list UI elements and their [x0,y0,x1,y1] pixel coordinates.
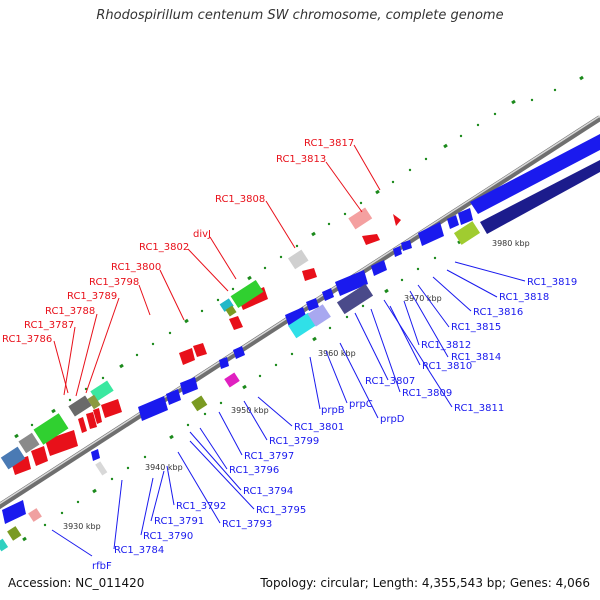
gene-label: prpD [380,414,405,425]
gene-label: RC1_3811 [454,403,504,414]
cyan-feature [288,312,317,339]
gene-label: RC1_3787 [24,320,74,331]
gene-label: RC1_3790 [143,531,193,542]
accession-text: Accession: NC_011420 [8,576,145,590]
gene-label: RC1_3784 [114,545,164,556]
gene-label: RC1_3815 [451,322,501,333]
gene-label: RC1_3800 [111,262,161,273]
lavender-feature [307,304,331,327]
white-feature [95,461,108,476]
navy-long-feature [480,160,600,234]
reverse-strand-features [2,134,600,524]
gene-label: RC1_3795 [256,505,306,516]
forward-callout-lines [53,144,381,397]
gene-label: RC1_3817 [304,138,354,149]
olive-feature-1 [225,305,237,317]
gray-feature-3 [68,395,92,417]
gene-label: RC1_3797 [244,451,294,462]
olive-feature-2 [87,394,101,410]
gene-label: prpB [321,405,345,416]
kbp-label: 3940 kbp [145,463,183,472]
forward-strand-features [11,214,401,475]
gene-label: RC1_3798 [89,277,139,288]
green-feature-2 [33,413,69,445]
reverse-callout-lines [51,261,526,557]
gene-label: divJ [193,229,211,240]
gene-label: RC1_3799 [269,436,319,447]
gene-label: rfbF [92,561,112,572]
gene-label: RC1_3786 [2,334,52,345]
outer-dot-ring [30,88,557,427]
gene-label: RC1_3793 [222,519,272,530]
green-feature-1 [230,279,264,309]
genome-summary-text: Topology: circular; Length: 4,355,543 bp… [260,576,590,590]
gene-label: RC1_3796 [229,465,279,476]
lime-feature [453,221,481,245]
gene-label: RC1_3814 [451,352,501,363]
gene-label: RC1_3794 [243,486,293,497]
kbp-label: 3980 kbp [492,239,530,248]
dark-lavender-feature [336,283,374,315]
gene-label: RC1_3789 [67,291,117,302]
olive-small-feature [7,526,22,541]
gene-label: RC1_3818 [499,292,549,303]
pink-small-feature [28,508,42,522]
map-title: Rhodospirillum centenum SW chromosome, c… [96,8,504,23]
gene-label: prpC [349,399,373,410]
gray-feature-2 [18,432,40,454]
steelblue-feature [0,446,26,470]
gene-label: RC1_3809 [402,388,452,399]
gene-label: RC1_3788 [45,306,95,317]
gene-label: RC1_3791 [154,516,204,527]
kbp-label: 3930 kbp [63,522,101,531]
gene-label: RC1_3808 [215,194,265,205]
gene-label: RC1_3813 [276,154,326,165]
kbp-label: 3960 kbp [318,349,356,358]
forward-gene-labels: RC1_3817 RC1_3813 RC1_3808 divJ RC1_3802… [2,138,354,345]
pink-feature [348,207,373,230]
gene-label: RC1_3816 [473,307,523,318]
olive-feature-3 [191,395,208,412]
gene-label: RC1_3812 [421,340,471,351]
inner-dot-ring [43,256,437,527]
gene-label: RC1_3807 [365,376,415,387]
teal-feature-1 [219,298,234,312]
inner-tick-ring [22,239,462,542]
gene-label: RC1_3801 [294,422,344,433]
gray-feature [288,249,309,270]
gene-label: RC1_3810 [422,361,472,372]
magenta-feature [224,372,240,388]
kbp-label: 3970 kbp [404,294,442,303]
gene-label: RC1_3819 [527,277,577,288]
teal-small-feature [0,538,9,552]
reverse-gene-labels: RC1_3819 RC1_3818 RC1_3816 RC1_3815 RC1_… [92,277,577,572]
gene-label: RC1_3802 [139,242,189,253]
mint-feature [90,380,114,402]
outer-tick-ring [14,75,584,439]
gene-label: RC1_3792 [176,501,226,512]
